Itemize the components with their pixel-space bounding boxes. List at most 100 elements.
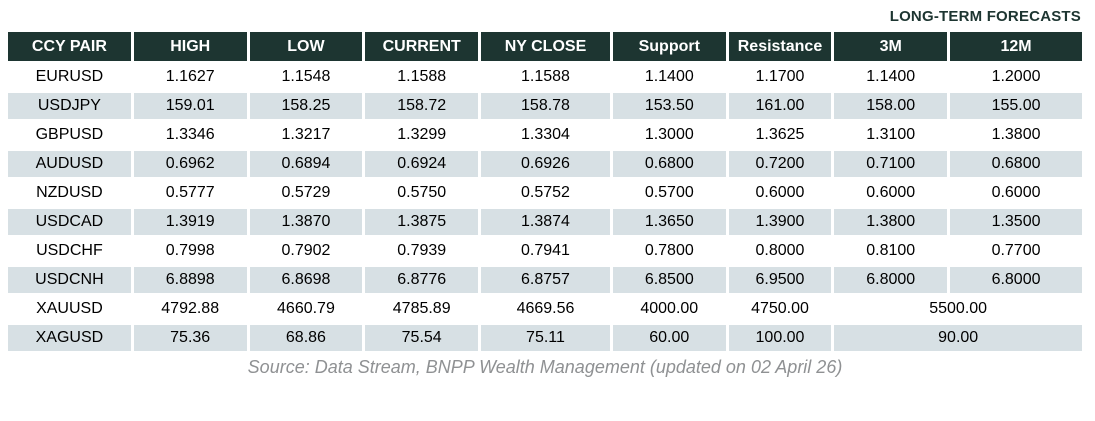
page-title: LONG-TERM FORECASTS [889,8,1081,25]
cell-low: 4660.79 [249,296,363,322]
cell-high: 6.8898 [133,267,247,293]
fx-forecast-table: CCY PAIR HIGH LOW CURRENT NY CLOSE Suppo… [5,29,1085,354]
cell-current: 0.7939 [365,238,479,264]
cell-support: 1.3000 [612,122,726,148]
cell-pair: USDCAD [8,209,131,235]
cell-resistance: 161.00 [728,93,832,119]
header-row: CCY PAIR HIGH LOW CURRENT NY CLOSE Suppo… [8,32,1082,61]
col-header-ny-close: NY CLOSE [481,32,610,61]
table-row-usdchf: USDCHF 0.7998 0.7902 0.7939 0.7941 0.780… [8,238,1082,264]
cell-ny-close: 75.11 [481,325,610,351]
cell-high: 1.3346 [133,122,247,148]
source-note: Source: Data Stream, BNPP Wealth Managem… [247,357,843,377]
cell-resistance: 0.8000 [728,238,832,264]
cell-ny-close: 158.78 [481,93,610,119]
cell-12m: 155.00 [950,93,1082,119]
cell-resistance: 100.00 [728,325,832,351]
cell-low: 6.8698 [249,267,363,293]
table-row-gbpusd: GBPUSD 1.3346 1.3217 1.3299 1.3304 1.300… [8,122,1082,148]
cell-3m: 1.1400 [834,64,948,90]
cell-current: 1.3875 [365,209,479,235]
col-header-low: LOW [249,32,363,61]
table-row-nzdusd: NZDUSD 0.5777 0.5729 0.5750 0.5752 0.570… [8,180,1082,206]
cell-12m: 6.8000 [950,267,1082,293]
cell-current: 158.72 [365,93,479,119]
cell-pair: XAGUSD [8,325,131,351]
cell-support: 0.5700 [612,180,726,206]
cell-low: 0.6894 [249,151,363,177]
cell-resistance: 6.9500 [728,267,832,293]
cell-3m: 158.00 [834,93,948,119]
cell-12m: 1.3500 [950,209,1082,235]
cell-low: 1.3870 [249,209,363,235]
cell-high: 4792.88 [133,296,247,322]
table-row-usdcnh: USDCNH 6.8898 6.8698 6.8776 6.8757 6.850… [8,267,1082,293]
cell-low: 0.5729 [249,180,363,206]
cell-forecast-merged: 5500.00 [834,296,1082,322]
table-row-usdcad: USDCAD 1.3919 1.3870 1.3875 1.3874 1.365… [8,209,1082,235]
cell-pair: AUDUSD [8,151,131,177]
col-header-high: HIGH [133,32,247,61]
cell-support: 153.50 [612,93,726,119]
cell-3m: 1.3800 [834,209,948,235]
table-row-xauusd: XAUUSD 4792.88 4660.79 4785.89 4669.56 4… [8,296,1082,322]
cell-current: 1.1588 [365,64,479,90]
cell-12m: 1.3800 [950,122,1082,148]
cell-current: 1.3299 [365,122,479,148]
cell-pair: NZDUSD [8,180,131,206]
cell-3m: 1.3100 [834,122,948,148]
cell-3m: 0.8100 [834,238,948,264]
table-row-eurusd: EURUSD 1.1627 1.1548 1.1588 1.1588 1.140… [8,64,1082,90]
cell-support: 4000.00 [612,296,726,322]
cell-high: 159.01 [133,93,247,119]
cell-12m: 0.7700 [950,238,1082,264]
cell-high: 0.6962 [133,151,247,177]
col-header-current: CURRENT [365,32,479,61]
col-header-12m: 12M [950,32,1082,61]
cell-ny-close: 1.3304 [481,122,610,148]
cell-ny-close: 0.7941 [481,238,610,264]
cell-resistance: 1.1700 [728,64,832,90]
cell-pair: EURUSD [8,64,131,90]
cell-support: 1.1400 [612,64,726,90]
cell-pair: USDJPY [8,93,131,119]
cell-support: 1.3650 [612,209,726,235]
col-header-3m: 3M [834,32,948,61]
cell-resistance: 0.7200 [728,151,832,177]
cell-pair: GBPUSD [8,122,131,148]
cell-resistance: 0.6000 [728,180,832,206]
cell-resistance: 1.3625 [728,122,832,148]
cell-current: 0.6924 [365,151,479,177]
cell-ny-close: 0.6926 [481,151,610,177]
cell-current: 0.5750 [365,180,479,206]
table-row-usdjpy: USDJPY 159.01 158.25 158.72 158.78 153.5… [8,93,1082,119]
cell-12m: 0.6800 [950,151,1082,177]
cell-ny-close: 6.8757 [481,267,610,293]
cell-current: 6.8776 [365,267,479,293]
cell-low: 1.3217 [249,122,363,148]
cell-support: 60.00 [612,325,726,351]
cell-12m: 1.2000 [950,64,1082,90]
cell-resistance: 4750.00 [728,296,832,322]
cell-support: 0.7800 [612,238,726,264]
cell-pair: USDCNH [8,267,131,293]
cell-support: 0.6800 [612,151,726,177]
cell-high: 0.5777 [133,180,247,206]
col-header-support: Support [612,32,726,61]
cell-3m: 0.6000 [834,180,948,206]
table-row-xagusd: XAGUSD 75.36 68.86 75.54 75.11 60.00 100… [8,325,1082,351]
cell-support: 6.8500 [612,267,726,293]
cell-current: 75.54 [365,325,479,351]
cell-12m: 0.6000 [950,180,1082,206]
cell-3m: 0.7100 [834,151,948,177]
cell-high: 75.36 [133,325,247,351]
col-header-ccy-pair: CCY PAIR [8,32,131,61]
cell-resistance: 1.3900 [728,209,832,235]
cell-low: 0.7902 [249,238,363,264]
table-row-audusd: AUDUSD 0.6962 0.6894 0.6924 0.6926 0.680… [8,151,1082,177]
cell-ny-close: 0.5752 [481,180,610,206]
cell-low: 68.86 [249,325,363,351]
cell-pair: XAUUSD [8,296,131,322]
cell-ny-close: 4669.56 [481,296,610,322]
